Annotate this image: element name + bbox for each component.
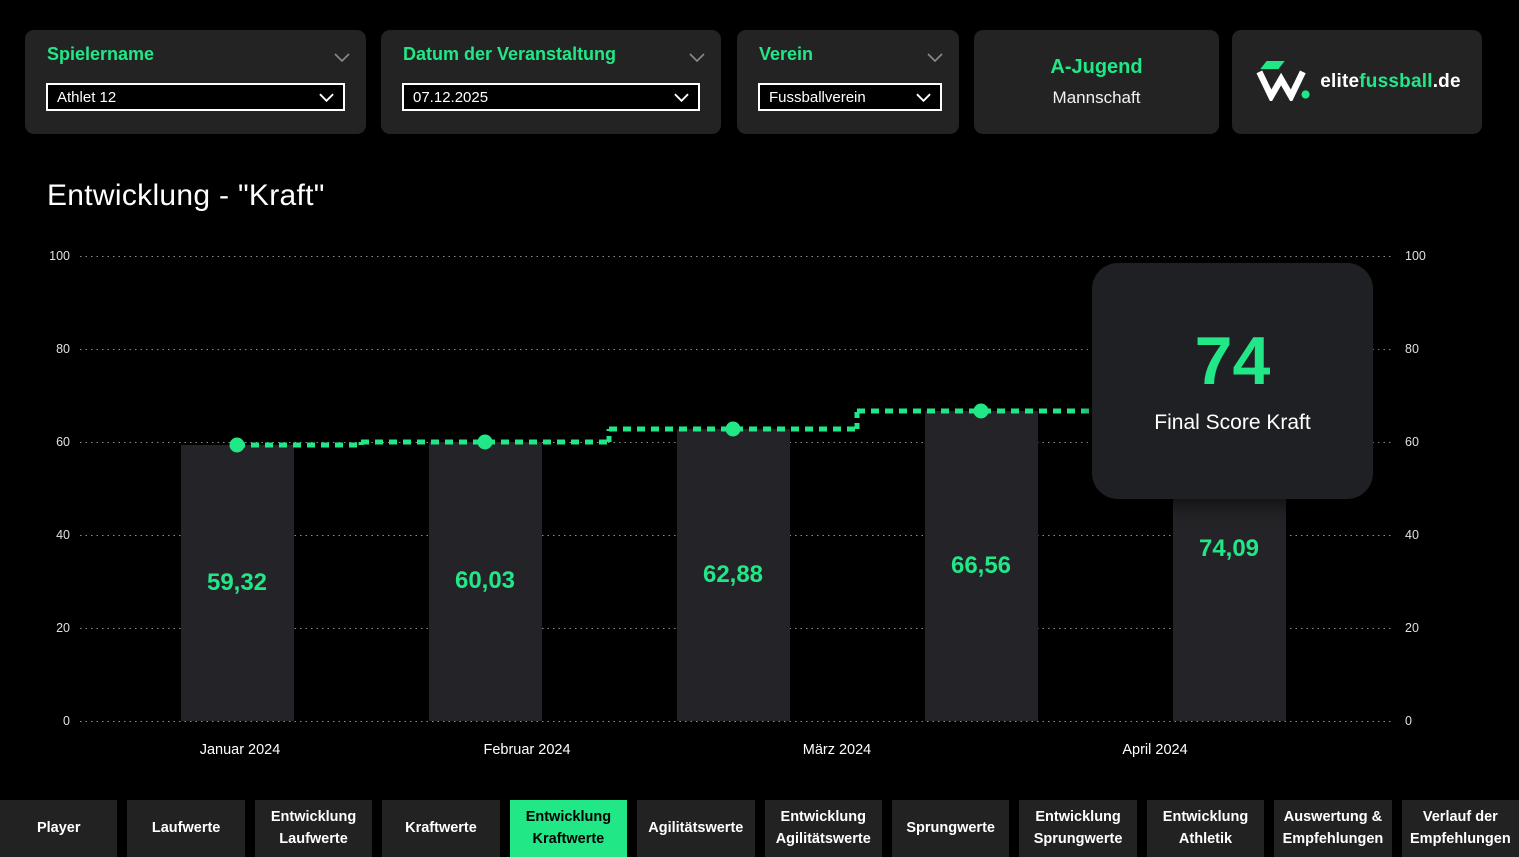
team-name: A-Jugend bbox=[1050, 56, 1143, 78]
nav-tab-entwicklung-laufwerte[interactable]: Entwicklung Laufwerte bbox=[254, 800, 373, 857]
nav-tab-sprungwerte[interactable]: Sprungwerte bbox=[891, 800, 1010, 857]
nav-tab-auswertung-empfehlungen[interactable]: Auswertung & Empfehlungen bbox=[1274, 800, 1392, 857]
player-select[interactable]: Athlet 12 bbox=[46, 83, 345, 111]
data-point[interactable] bbox=[725, 421, 741, 437]
gridline bbox=[80, 720, 1392, 722]
y-tick-label: 20 bbox=[1405, 621, 1419, 635]
data-point[interactable] bbox=[973, 403, 989, 419]
logo-text-elite: elite bbox=[1320, 71, 1360, 92]
logo-text-fussball: fussball bbox=[1359, 71, 1433, 92]
chevron-down-icon bbox=[916, 89, 931, 106]
chevron-down-icon bbox=[674, 89, 689, 106]
x-axis-label: Februar 2024 bbox=[483, 742, 571, 758]
nav-tab-entwicklung-athletik[interactable]: Entwicklung Athletik bbox=[1146, 800, 1265, 857]
nav-tab-entwicklung-kraftwerte[interactable]: Entwicklung Kraftwerte bbox=[509, 800, 628, 857]
elitefussball-logo-icon bbox=[1253, 59, 1311, 106]
x-axis-label: März 2024 bbox=[802, 742, 872, 758]
logo-card: elitefussball.de bbox=[1232, 30, 1482, 134]
y-tick-label: 100 bbox=[1405, 249, 1426, 263]
logo-text: elitefussball.de bbox=[1320, 71, 1461, 93]
y-tick-label: 100 bbox=[49, 249, 70, 263]
y-tick-label: 60 bbox=[1405, 435, 1419, 449]
nav-tab-player[interactable]: Player bbox=[0, 800, 118, 857]
y-tick-label: 0 bbox=[1405, 714, 1412, 728]
bar-value-label: 60,03 bbox=[454, 567, 516, 595]
nav-tab-laufwerte[interactable]: Laufwerte bbox=[127, 800, 245, 857]
bar[interactable] bbox=[924, 411, 1038, 721]
filter-card-spielername: Spielername Athlet 12 bbox=[25, 30, 366, 134]
nav-tab-kraftwerte[interactable]: Kraftwerte bbox=[382, 800, 500, 857]
y-tick-label: 40 bbox=[1405, 528, 1419, 542]
team-subtitle: Mannschaft bbox=[1052, 88, 1141, 107]
bottom-nav: Player Laufwerte Entwicklung Laufwerte K… bbox=[0, 800, 1519, 857]
x-axis-label: April 2024 bbox=[1122, 742, 1188, 758]
final-score-label: Final Score Kraft bbox=[1154, 411, 1311, 434]
gridline bbox=[80, 255, 1392, 257]
collapse-chevron-icon[interactable] bbox=[927, 49, 943, 67]
bar-value-label: 62,88 bbox=[702, 560, 764, 588]
bar-value-label: 74,09 bbox=[1198, 534, 1260, 562]
page-title: Entwicklung - "Kraft" bbox=[47, 179, 325, 212]
bar-value-label: 66,56 bbox=[950, 552, 1012, 580]
bar[interactable] bbox=[180, 445, 294, 721]
data-point[interactable] bbox=[477, 434, 493, 450]
y-tick-label: 20 bbox=[56, 621, 70, 635]
date-select-value: 07.12.2025 bbox=[413, 88, 489, 106]
bar[interactable] bbox=[676, 428, 790, 721]
final-score-value: 74 bbox=[1194, 323, 1271, 399]
collapse-chevron-icon[interactable] bbox=[689, 49, 705, 67]
y-tick-label: 40 bbox=[56, 528, 70, 542]
filter-label: Datum der Veranstaltung bbox=[403, 44, 617, 64]
y-tick-label: 60 bbox=[56, 435, 70, 449]
final-score-callout: 74 Final Score Kraft bbox=[1092, 263, 1373, 499]
nav-tab-entwicklung-agilitaetswerte[interactable]: Entwicklung Agilitätswerte bbox=[764, 800, 882, 857]
x-axis-label: Januar 2024 bbox=[199, 742, 281, 758]
filter-card-verein: Verein Fussballverein bbox=[737, 30, 959, 134]
verein-select[interactable]: Fussballverein bbox=[758, 83, 942, 111]
y-tick-label: 0 bbox=[63, 714, 70, 728]
data-point[interactable] bbox=[229, 437, 245, 453]
nav-tab-agilitaetswerte[interactable]: Agilitätswerte bbox=[637, 800, 755, 857]
y-tick-label: 80 bbox=[56, 342, 70, 356]
filter-label: Spielername bbox=[47, 44, 155, 64]
gridline bbox=[80, 348, 1392, 350]
filter-card-datum: Datum der Veranstaltung 07.12.2025 bbox=[381, 30, 721, 134]
bar-value-label: 59,32 bbox=[206, 569, 268, 597]
bar[interactable] bbox=[428, 441, 542, 721]
step-line-segment bbox=[854, 411, 860, 429]
collapse-chevron-icon[interactable] bbox=[334, 49, 350, 67]
team-card: A-Jugend Mannschaft bbox=[974, 30, 1219, 134]
filter-label: Verein bbox=[759, 44, 814, 64]
date-select[interactable]: 07.12.2025 bbox=[402, 83, 700, 111]
logo-text-de: .de bbox=[1432, 71, 1461, 92]
nav-tab-verlauf-empfehlungen[interactable]: Verlauf der Empfehlungen bbox=[1401, 800, 1519, 857]
chevron-down-icon bbox=[319, 89, 334, 106]
player-select-value: Athlet 12 bbox=[57, 88, 117, 106]
step-line-segment bbox=[606, 428, 612, 442]
plot-area: 74 Final Score Kraft 0 0 20 20 40 40 60 60 80 80 1… bbox=[49, 249, 1426, 758]
verein-select-value: Fussballverein bbox=[769, 88, 866, 106]
nav-tab-entwicklung-sprungwerte[interactable]: Entwicklung Sprungwerte bbox=[1019, 800, 1137, 857]
step-line-segment bbox=[237, 442, 361, 448]
y-tick-label: 80 bbox=[1405, 342, 1419, 356]
